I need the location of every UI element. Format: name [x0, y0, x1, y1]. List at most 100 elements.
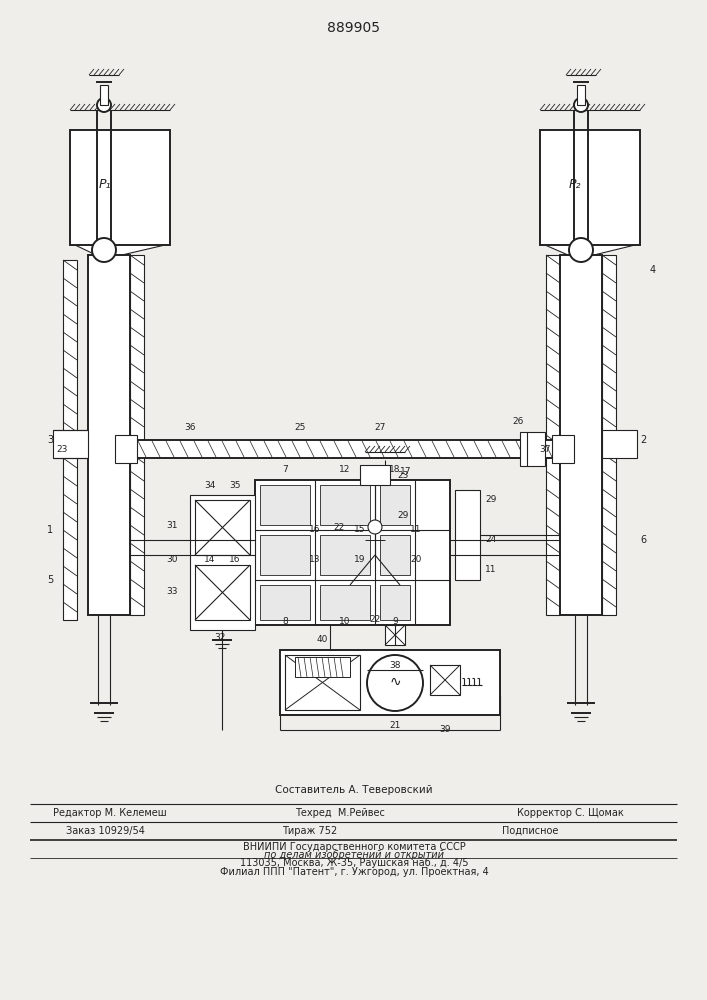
Bar [546, 255, 560, 615]
Text: P₁: P₁ [99, 178, 111, 192]
Bar [540, 130, 640, 245]
Text: 23: 23 [57, 446, 68, 454]
Text: 17: 17 [400, 468, 411, 477]
Text: 31: 31 [167, 520, 178, 530]
Text: 10: 10 [339, 617, 351, 626]
Text: 18: 18 [390, 466, 401, 475]
Bar [280, 650, 500, 715]
Text: 23: 23 [397, 471, 409, 480]
Text: 37: 37 [539, 446, 551, 454]
Text: 12: 12 [339, 466, 351, 475]
Bar [320, 485, 370, 525]
Text: Корректор С. Щомак: Корректор С. Щомак [517, 808, 624, 818]
Text: 3: 3 [47, 435, 53, 445]
Bar [430, 665, 460, 695]
Text: 19: 19 [354, 556, 366, 564]
Text: 113035, Москва, Ж-35, Раушская наб., д. 4/5: 113035, Москва, Ж-35, Раушская наб., д. … [240, 858, 468, 868]
Text: 30: 30 [167, 556, 178, 564]
Bar [63, 260, 77, 620]
Bar [195, 565, 250, 620]
Text: 15: 15 [354, 526, 366, 534]
Text: 889905: 889905 [327, 21, 380, 35]
Text: 38: 38 [390, 660, 401, 670]
Bar [130, 255, 144, 615]
Polygon shape [75, 245, 165, 255]
Text: 40: 40 [316, 636, 327, 645]
Bar [88, 255, 130, 615]
Text: 16: 16 [309, 526, 321, 534]
Text: Заказ 10929/54: Заказ 10929/54 [66, 826, 144, 836]
Bar [602, 430, 637, 458]
Text: 6: 6 [640, 535, 646, 545]
Text: 7: 7 [282, 466, 288, 475]
Bar [285, 655, 360, 710]
Bar [195, 500, 250, 555]
Text: 22: 22 [369, 615, 380, 624]
Circle shape [569, 238, 593, 262]
Text: 20: 20 [410, 556, 421, 564]
Bar [320, 585, 370, 620]
Bar [380, 535, 410, 575]
Text: 32: 32 [214, 633, 226, 642]
Bar [455, 490, 480, 580]
Bar [602, 255, 616, 615]
Polygon shape [545, 245, 635, 255]
Text: 4: 4 [650, 265, 656, 275]
Bar [552, 435, 574, 463]
Text: 29: 29 [485, 495, 496, 504]
Bar [560, 255, 602, 615]
Text: Подписное: Подписное [502, 826, 559, 836]
Bar [260, 485, 310, 525]
Bar [115, 435, 137, 463]
Text: 36: 36 [185, 424, 196, 432]
Text: 13: 13 [309, 556, 321, 564]
Bar [130, 440, 560, 458]
Bar [260, 585, 310, 620]
Bar [260, 535, 310, 575]
Text: 33: 33 [167, 587, 178, 596]
Text: по делам изобретений и открытий: по делам изобретений и открытий [264, 850, 444, 860]
Circle shape [368, 520, 382, 534]
Bar [295, 657, 350, 677]
Text: 25: 25 [294, 424, 305, 432]
Text: Составитель А. Теверовский: Составитель А. Теверовский [275, 785, 433, 795]
Text: 26: 26 [513, 418, 524, 426]
Text: Тираж 752: Тираж 752 [282, 826, 338, 836]
Text: 16: 16 [229, 556, 241, 564]
Bar [360, 465, 390, 485]
Text: 9: 9 [392, 617, 398, 626]
Text: 29: 29 [397, 510, 409, 520]
Text: Филиал ППП "Патент", г. Ужгород, ул. Проектная, 4: Филиал ППП "Патент", г. Ужгород, ул. Про… [220, 867, 489, 877]
Bar [520, 432, 545, 466]
Text: ВНИИПИ Государственного комитета СССР: ВНИИПИ Государственного комитета СССР [243, 842, 465, 852]
Circle shape [97, 98, 111, 112]
Bar [255, 480, 450, 625]
Bar [53, 430, 88, 458]
Text: 27: 27 [374, 424, 386, 432]
Text: 11: 11 [485, 566, 496, 574]
Bar [190, 495, 255, 630]
Circle shape [367, 655, 423, 711]
Text: 14: 14 [204, 556, 216, 564]
Bar [577, 85, 585, 105]
Bar [380, 485, 410, 525]
Text: 11: 11 [410, 526, 421, 534]
Text: 24: 24 [485, 536, 496, 544]
Bar [385, 625, 405, 645]
Text: 8: 8 [282, 617, 288, 626]
Text: 34: 34 [204, 481, 216, 489]
Bar [320, 535, 370, 575]
Text: 1: 1 [47, 525, 53, 535]
Text: Техред  М.Рейвес: Техред М.Рейвес [295, 808, 385, 818]
Circle shape [377, 510, 393, 526]
Text: 35: 35 [229, 481, 241, 489]
Circle shape [574, 98, 588, 112]
Text: 21: 21 [390, 720, 401, 730]
Circle shape [92, 238, 116, 262]
Text: 2: 2 [640, 435, 646, 445]
Text: 22: 22 [334, 522, 345, 532]
Text: P₂: P₂ [568, 178, 581, 192]
Text: Редактор М. Келемеш: Редактор М. Келемеш [53, 808, 167, 818]
Text: ∿: ∿ [389, 675, 401, 689]
Text: 39: 39 [439, 726, 451, 734]
